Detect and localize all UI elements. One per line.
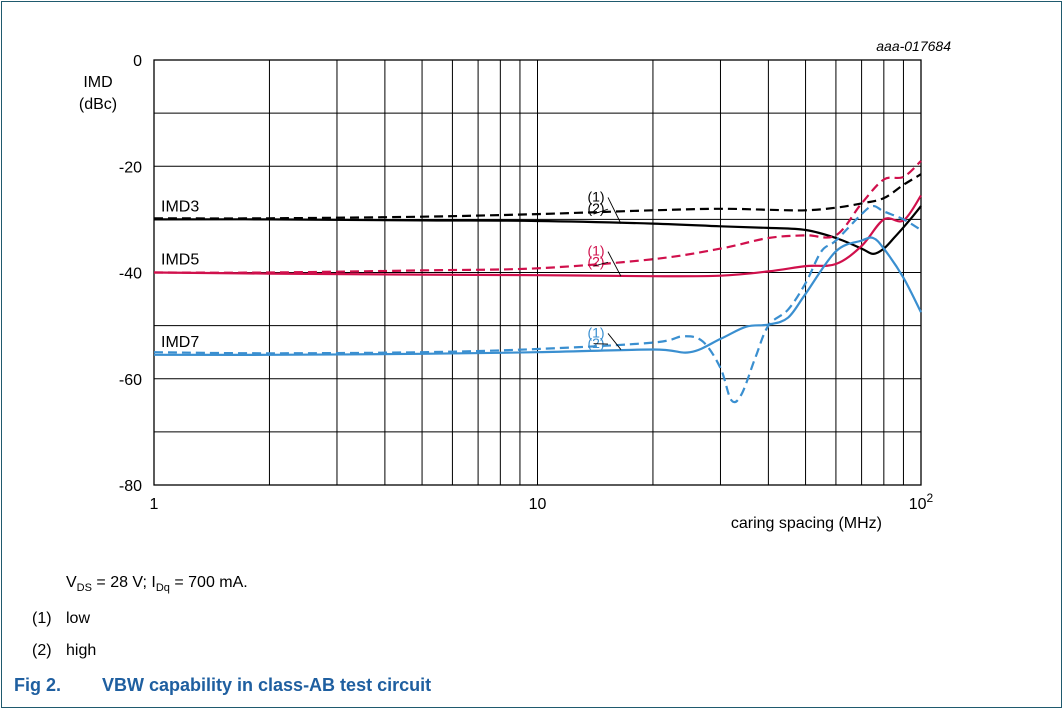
y-axis-label: IMD [83,74,112,91]
y-tick-label: -40 [119,266,142,283]
vds-value: = 28 V; I [91,574,156,591]
note-text: low [66,610,91,627]
note-text: high [66,642,97,659]
callout-leader [607,197,622,224]
x-tick-exponent: 2 [927,491,934,505]
note-2: (2) high [32,642,96,660]
y-axis-unit: (dBc) [79,96,117,113]
callout-label: (1) [587,188,604,204]
callout-leader [607,251,622,277]
series-line-imd3-2 [153,173,922,220]
series-line-imd7-1 [153,236,922,356]
label-layer: 0-20-40-60-801 10 102IMD3IMD5IMD7(1)(2)(1)… [119,53,934,513]
x-tick-label: 102 [909,491,934,513]
series-group-label: IMD7 [161,334,199,351]
series-group-label: IMD5 [161,252,199,269]
vds-subscript: DS [76,582,92,595]
callout-leader [593,208,609,215]
note-1: (1) low [32,610,90,628]
callout-label: (2) [587,200,604,216]
series-line-imd7-2 [153,204,922,404]
y-tick-label: -60 [119,372,142,389]
x-tick-label: 10 [529,496,547,513]
callout-leader [593,261,609,267]
vds-symbol: V [66,574,77,591]
figure-title: VBW capability in class-AB test circuit [102,675,432,695]
series-layer [153,160,922,404]
y-tick-label: -80 [119,478,142,495]
series-line-imd3-1 [153,205,922,255]
imd-chart: 0-20-40-60-801 10 102IMD3IMD5IMD7(1)(2)(1)… [79,38,951,532]
idq-subscript: Dq [155,582,170,595]
idq-value: = 700 mA. [169,574,248,591]
series-line-imd5-2 [153,160,922,274]
figure-number: Fig 2. [14,675,62,695]
y-tick-label: 0 [133,53,142,70]
figure-code: aaa-017684 [876,38,951,54]
callout-label: (1) [587,243,604,259]
callout-leader [607,333,622,350]
note-marker: (1) [32,610,52,627]
y-tick-label: -20 [119,159,142,176]
figure-caption: Fig 2. VBW capability in class-AB test ci… [14,675,431,696]
callout-label: (1) [587,324,604,340]
x-tick-label: 1 [150,496,159,513]
callout-label: (2) [587,335,604,351]
callout-label: (2) [587,253,604,269]
conditions-text: VDS = 28 V; IDq = 700 mA. [66,574,248,594]
note-marker: (2) [32,642,52,659]
series-line-imd5-1 [153,194,922,278]
series-group-label: IMD3 [161,198,199,215]
x-axis-label: caring spacing (MHz) [731,515,882,532]
